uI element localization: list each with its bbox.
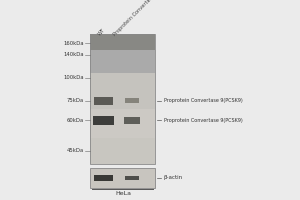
- Bar: [94, 175, 113, 181]
- Bar: [94, 97, 113, 105]
- Text: 140kDa: 140kDa: [64, 52, 84, 57]
- Bar: [90, 73, 154, 109]
- Text: 160kDa: 160kDa: [64, 41, 84, 46]
- Text: β-actin: β-actin: [164, 176, 183, 180]
- Bar: [90, 50, 154, 73]
- Text: Proprotein Convertase 9(PCSK9): Proprotein Convertase 9(PCSK9): [164, 98, 242, 103]
- Text: WT: WT: [97, 27, 106, 37]
- Text: 60kDa: 60kDa: [67, 118, 84, 123]
- Text: Proprotein Convertase 9 KO: Proprotein Convertase 9 KO: [112, 0, 165, 37]
- Bar: [90, 34, 154, 164]
- Bar: [90, 109, 154, 138]
- Bar: [124, 117, 140, 124]
- Text: 45kDa: 45kDa: [67, 148, 84, 154]
- Bar: [90, 168, 154, 188]
- Text: 100kDa: 100kDa: [64, 75, 84, 80]
- Bar: [90, 34, 154, 50]
- Text: HeLa: HeLa: [115, 191, 131, 196]
- Bar: [93, 116, 114, 125]
- Text: Proprotein Convertase 9(PCSK9): Proprotein Convertase 9(PCSK9): [164, 118, 242, 123]
- Bar: [125, 98, 139, 103]
- Bar: [124, 176, 140, 180]
- Text: 75kDa: 75kDa: [67, 98, 84, 103]
- Bar: [90, 138, 154, 164]
